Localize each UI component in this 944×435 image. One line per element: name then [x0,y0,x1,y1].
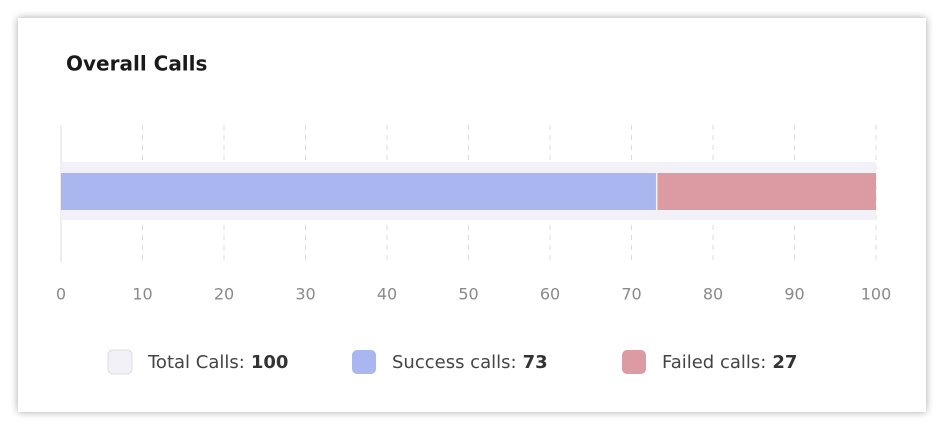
legend-swatch [107,349,133,375]
legend-value: 27 [772,352,797,373]
x-tick-label: 100 [861,285,892,304]
legend-value: 100 [251,352,289,373]
x-tick-label: 50 [458,285,478,304]
bar-segment [657,173,876,210]
legend-swatch [622,350,646,374]
bar-segment [61,173,656,210]
x-tick-label: 80 [703,285,723,304]
chart-title: Overall Calls [66,52,207,76]
x-tick-label: 30 [295,285,315,304]
legend-label: Total Calls: [147,352,245,373]
legend-label: Success calls: [392,352,517,373]
x-tick-label: 10 [132,285,152,304]
legend-swatch [352,350,376,374]
x-tick-label: 0 [56,285,66,304]
x-tick-label: 70 [621,285,641,304]
x-tick-label: 20 [214,285,234,304]
legend-value: 73 [523,352,548,373]
x-tick-label: 40 [377,285,397,304]
x-tick-label: 60 [540,285,560,304]
legend-label: Failed calls: [662,352,766,373]
x-tick-label: 90 [784,285,804,304]
